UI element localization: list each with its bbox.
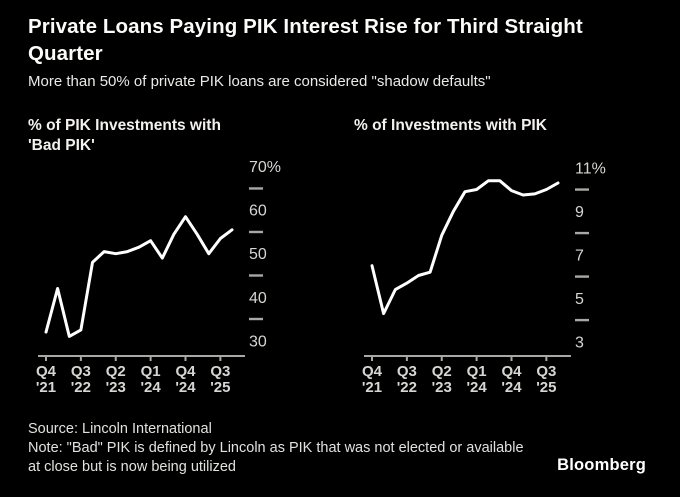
x-tick-label: Q1 <box>141 363 161 380</box>
chart-line <box>44 214 234 338</box>
chart-line <box>370 179 560 315</box>
x-tick-label: Q1 <box>467 363 487 380</box>
x-tick-label: Q3 <box>210 363 230 380</box>
x-tick-label: Q4 <box>36 363 57 380</box>
x-tick-label: Q4 <box>362 363 383 380</box>
x-tick-label: Q3 <box>397 363 417 380</box>
y-tick-label: 11% <box>575 160 606 177</box>
y-tick-label: 30 <box>249 333 267 350</box>
chart-title-line-1: % of PIK Investments with <box>28 116 221 134</box>
x-tick-label: '23 <box>432 379 452 396</box>
x-tick-label: '24 <box>140 379 161 396</box>
charts-row: % of PIK Investments with 'Bad PIK' 70% 6… <box>28 116 652 410</box>
bloomberg-logo: Bloomberg <box>557 456 646 475</box>
y-tick-label: 60 <box>249 203 267 220</box>
chart-title-line-2: 'Bad PIK' <box>28 136 95 154</box>
x-tick-label: '24 <box>501 379 522 396</box>
x-tick-label: Q3 <box>71 363 91 380</box>
chart-title-investments-pik: % of Investments with PIK <box>354 116 660 156</box>
x-tick-label: Q2 <box>432 363 452 380</box>
y-tick-label: 9 <box>575 204 584 221</box>
x-tick-label: '21 <box>362 379 382 396</box>
y-tick-label: 3 <box>575 334 584 351</box>
footer-text-block: Source: Lincoln International Note: "Bad… <box>28 420 528 477</box>
x-tick-label: '25 <box>210 379 230 396</box>
y-tick-label: 5 <box>575 291 584 308</box>
page-subtitle: More than 50% of private PIK loans are c… <box>28 73 491 91</box>
y-tick-label: 40 <box>249 290 267 307</box>
x-tick-label: '22 <box>397 379 417 396</box>
y-tick-label: 50 <box>249 246 267 263</box>
x-tick-label: Q4 <box>501 363 522 380</box>
chart-investments-with-pik: % of Investments with PIK 11% 9 7 5 3 Q4'21 Q3… <box>354 116 660 410</box>
page-title: Private Loans Paying PIK Interest Rise f… <box>28 15 583 65</box>
y-tick-label: 7 <box>575 247 584 264</box>
chart-title-bad-pik: % of PIK Investments with 'Bad PIK' <box>28 116 334 156</box>
x-tick-label: Q4 <box>175 363 196 380</box>
chart-bad-pik: % of PIK Investments with 'Bad PIK' 70% 6… <box>28 116 334 410</box>
note-line: Note: "Bad" PIK is defined by Lincoln as… <box>28 439 524 476</box>
line-chart-bad-pik: 70%60504030Q4'21Q3'22Q2'23Q1'24Q4'24Q3'2… <box>36 159 281 396</box>
x-tick-label: Q2 <box>106 363 126 380</box>
chart-title-line-1: % of Investments with PIK <box>354 116 547 134</box>
x-tick-label: '21 <box>36 379 56 396</box>
x-tick-label: '24 <box>175 379 196 396</box>
x-tick-label: '25 <box>536 379 556 396</box>
y-tick-label: 70% <box>249 159 281 176</box>
x-tick-label: Q3 <box>536 363 556 380</box>
source-line: Source: Lincoln International <box>28 420 212 437</box>
footer: Source: Lincoln International Note: "Bad… <box>28 420 652 477</box>
x-tick-label: '23 <box>106 379 126 396</box>
x-tick-label: '22 <box>71 379 91 396</box>
x-tick-label: '24 <box>466 379 487 396</box>
